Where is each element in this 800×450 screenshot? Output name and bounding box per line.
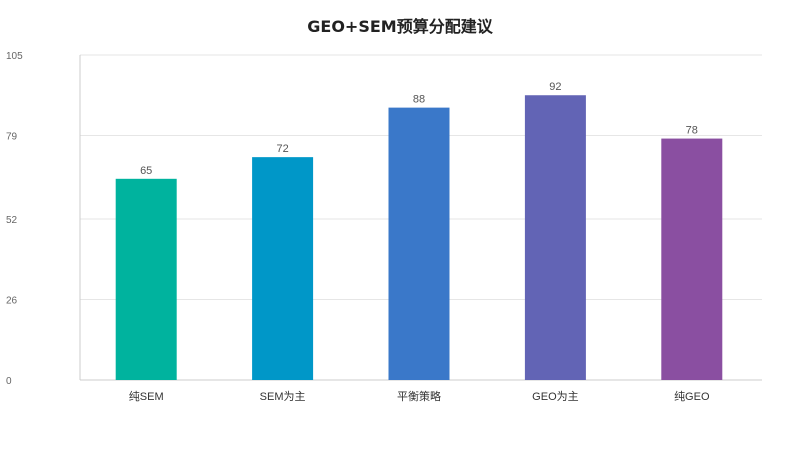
data-label: 78 <box>686 125 698 137</box>
y-tick-label: 105 <box>6 51 23 62</box>
bar[interactable] <box>524 95 586 380</box>
data-label: 72 <box>276 143 288 155</box>
data-labels: 65 72 88 92 78 <box>140 81 698 177</box>
x-tick-labels: 纯SEM SEM为主 平衡策略 GEO为主 纯GEO <box>129 389 710 403</box>
data-label: 88 <box>413 94 425 106</box>
bar[interactable] <box>115 178 177 380</box>
y-tick-labels: 0 26 52 79 105 <box>6 51 23 387</box>
y-tick-label: 52 <box>6 215 18 226</box>
y-tick-label: 79 <box>6 131 18 142</box>
bar[interactable] <box>661 138 723 380</box>
x-tick-label: 纯GEO <box>674 390 710 403</box>
data-label: 92 <box>549 81 561 93</box>
bars <box>115 95 723 380</box>
y-tick-label: 0 <box>6 376 12 387</box>
data-label: 65 <box>140 165 152 177</box>
y-tick-label: 26 <box>6 296 18 307</box>
x-tick-label: SEM为主 <box>260 390 306 403</box>
bar[interactable] <box>388 107 450 380</box>
x-tick-label: 平衡策略 <box>397 389 441 403</box>
chart-title: GEO+SEM预算分配建议 <box>307 17 493 36</box>
x-tick-label: GEO为主 <box>532 390 578 403</box>
bar[interactable] <box>252 157 314 380</box>
x-tick-label: 纯SEM <box>129 390 164 403</box>
